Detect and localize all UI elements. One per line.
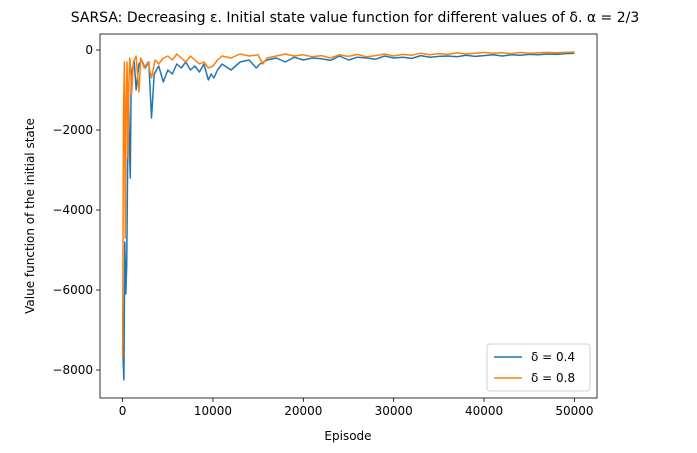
series-line-2	[121, 51, 575, 359]
y-axis: −8000 −6000 −4000 −2000 0	[52, 43, 100, 377]
legend-items: δ = 0.4 δ = 0.8	[494, 350, 575, 385]
legend: δ = 0.4 δ = 0.8	[486, 343, 591, 392]
plot-frame	[99, 33, 598, 399]
x-tick-label: 50000	[555, 404, 593, 418]
y-tick-label: 0	[85, 43, 93, 57]
plot-area	[99, 33, 598, 399]
x-tick-label: 0	[119, 404, 127, 418]
series-line-1	[121, 52, 575, 381]
legend-box	[486, 343, 591, 392]
legend-label-2: δ = 0.8	[531, 371, 575, 385]
y-tick-label: −4000	[52, 203, 93, 217]
y-tick-label: −2000	[52, 123, 93, 137]
series-layer	[121, 51, 575, 381]
x-tick-label: 20000	[284, 404, 322, 418]
y-tick-label: −8000	[52, 363, 93, 377]
x-axis: 0 10000 20000 30000 40000 50000	[119, 398, 594, 418]
x-axis-label: Episode	[324, 429, 371, 443]
y-axis-label: Value function of the initial state	[23, 118, 37, 314]
x-tick-label: 10000	[194, 404, 232, 418]
x-tick-label: 40000	[465, 404, 503, 418]
x-tick-label: 30000	[375, 404, 413, 418]
y-tick-label: −6000	[52, 283, 93, 297]
chart-title: SARSA: Decreasing ε. Initial state value…	[71, 10, 640, 26]
legend-label-1: δ = 0.4	[531, 350, 575, 364]
